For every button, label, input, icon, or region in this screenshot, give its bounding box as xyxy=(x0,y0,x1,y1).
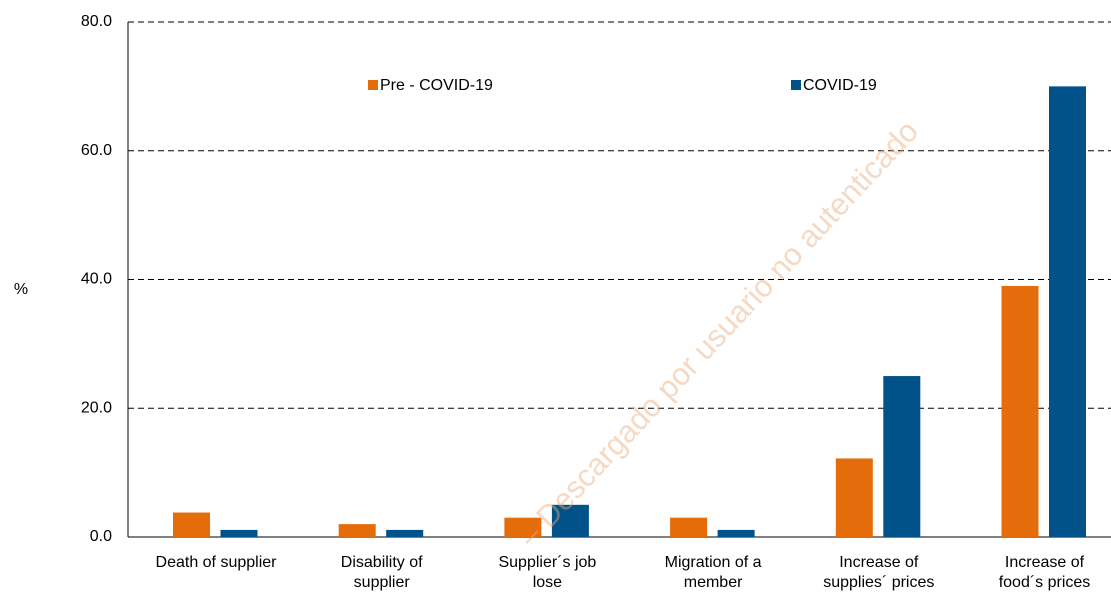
bar xyxy=(883,376,921,537)
x-tick-label: supplies´ prices xyxy=(823,574,934,591)
y-tick-label: 20.0 xyxy=(81,399,112,416)
x-tick-label: member xyxy=(684,574,743,591)
legend-swatch xyxy=(368,80,378,90)
y-tick-label: 80.0 xyxy=(81,13,112,30)
y-tick-label: 60.0 xyxy=(81,142,112,159)
x-tick-label: Supplier´s job xyxy=(498,554,596,571)
y-tick-label: 40.0 xyxy=(81,271,112,288)
bar xyxy=(551,504,589,537)
bar xyxy=(173,512,210,537)
legend-label: COVID-19 xyxy=(803,77,877,94)
y-axis-label: % xyxy=(14,281,28,298)
bar xyxy=(338,524,376,537)
bar xyxy=(1001,285,1039,537)
bar xyxy=(717,529,755,537)
legend-swatch xyxy=(791,80,801,90)
bar xyxy=(504,517,542,537)
x-tick-label: Death of supplier xyxy=(156,554,278,571)
x-tick-label: Increase of xyxy=(839,554,919,571)
x-tick-label: Migration of a xyxy=(665,554,762,571)
bar xyxy=(1049,86,1086,537)
bar xyxy=(386,529,424,537)
x-tick-label: Disability of xyxy=(341,554,423,571)
bar xyxy=(220,529,258,537)
y-tick-label: 0.0 xyxy=(90,528,112,545)
bar xyxy=(835,458,873,537)
x-tick-label: lose xyxy=(533,574,562,591)
x-tick-label: supplier xyxy=(354,574,411,591)
x-tick-label: Increase of xyxy=(1005,554,1085,571)
bar xyxy=(670,517,708,537)
legend-label: Pre - COVID-19 xyxy=(380,77,493,94)
x-tick-label: food´s prices xyxy=(999,574,1091,591)
